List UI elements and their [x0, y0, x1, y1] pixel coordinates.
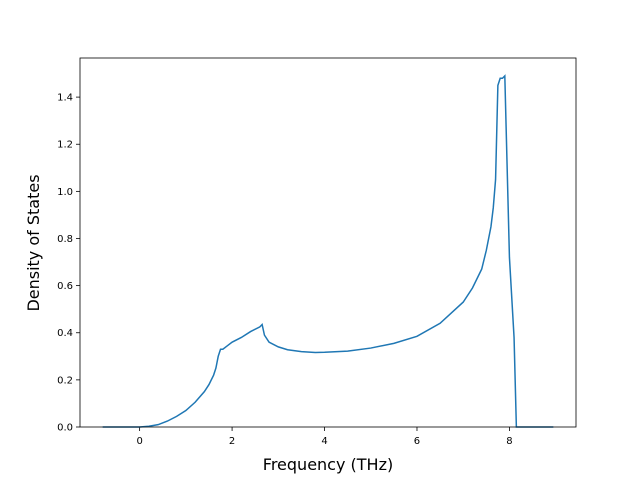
x-axis-label: Frequency (THz)	[263, 455, 393, 474]
y-tick-label: 0.4	[57, 328, 73, 339]
y-tick-label: 1.0	[57, 187, 73, 198]
x-tick-label: 6	[414, 436, 420, 447]
y-tick-label: 0.8	[57, 234, 73, 245]
x-tick-label: 2	[229, 436, 235, 447]
plot-frame	[79, 57, 577, 428]
x-tick-label: 8	[506, 436, 512, 447]
y-axis-label: Density of States	[24, 174, 43, 311]
y-tick-label: 0.2	[57, 375, 73, 386]
y-tick-label: 0.6	[57, 281, 73, 292]
y-tick-label: 0.0	[57, 423, 73, 434]
y-tick-label: 1.2	[57, 140, 73, 151]
line-series	[102, 74, 554, 428]
x-tick-label: 4	[321, 436, 327, 447]
x-tick-label: 0	[136, 436, 142, 447]
y-tick-label: 1.4	[57, 93, 73, 104]
